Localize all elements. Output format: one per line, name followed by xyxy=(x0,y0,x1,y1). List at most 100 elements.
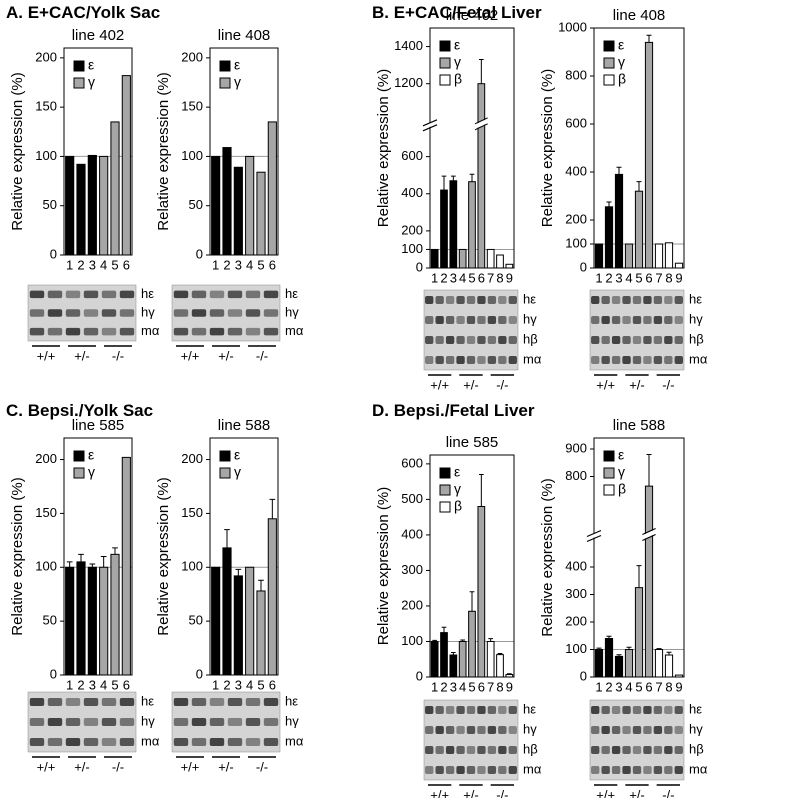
gel-band xyxy=(173,738,189,746)
plot-frame xyxy=(209,437,279,676)
y-tick-label: 600 xyxy=(401,148,423,163)
bar xyxy=(486,640,495,678)
gel-band xyxy=(477,296,486,304)
gel-label: mα xyxy=(285,733,304,748)
y-tick-label: 150 xyxy=(35,505,57,520)
error-bar xyxy=(646,454,652,487)
y-tick-label: 600 xyxy=(565,115,587,130)
error-bar xyxy=(488,638,494,642)
gel-band xyxy=(622,766,631,774)
genotype-label: +/+ xyxy=(181,348,200,363)
gel-band xyxy=(653,726,663,734)
y-tick-label: 50 xyxy=(189,613,203,628)
bar xyxy=(267,518,277,676)
gel-label: mα xyxy=(689,761,708,776)
x-tick-label: 4 xyxy=(100,257,107,272)
gel-band xyxy=(601,766,610,774)
bar xyxy=(594,649,604,678)
gel-band xyxy=(674,316,683,324)
x-tick-label: 5 xyxy=(257,677,264,692)
bar xyxy=(65,566,75,676)
y-axis-label: Relative expression (%) xyxy=(375,487,392,645)
gel-band xyxy=(674,706,683,714)
gel-band xyxy=(445,706,455,714)
bar xyxy=(496,654,504,678)
gel-band xyxy=(29,327,45,336)
legend-label: γ xyxy=(618,464,625,480)
gel-band xyxy=(643,356,652,364)
bar xyxy=(245,155,255,256)
y-tick-label: 200 xyxy=(401,222,423,237)
y-tick-label: 200 xyxy=(35,49,57,64)
x-tick-label: 6 xyxy=(478,679,485,694)
y-tick-label: 400 xyxy=(565,163,587,178)
gel-band xyxy=(456,746,465,754)
y-tick-label: 100 xyxy=(401,633,423,648)
genotype-label: -/- xyxy=(662,377,674,392)
bar xyxy=(211,155,221,256)
y-tick-label: 800 xyxy=(565,468,587,483)
x-tick-label: 6 xyxy=(269,257,276,272)
gel xyxy=(171,284,281,342)
y-tick-label: 0 xyxy=(196,246,203,261)
error-bar xyxy=(460,639,466,642)
gel-band xyxy=(664,336,673,344)
x-tick-label: 4 xyxy=(625,270,632,285)
y-tick-label: 100 xyxy=(565,235,587,250)
y-tick-label: 150 xyxy=(35,99,57,114)
x-tick-label: 1 xyxy=(431,270,438,285)
gel-band xyxy=(622,706,631,714)
gel-band xyxy=(245,718,261,726)
bar xyxy=(614,655,624,678)
gel-band xyxy=(47,698,63,706)
x-tick-label: 6 xyxy=(645,679,652,694)
y-tick-label: 200 xyxy=(35,451,57,466)
chart-title: line 585 xyxy=(446,434,499,451)
plot-frame xyxy=(63,437,133,676)
gel-label: mα xyxy=(285,323,304,338)
bar xyxy=(594,243,604,269)
legend-label: γ xyxy=(234,74,241,90)
bar xyxy=(674,262,684,269)
chart-title: line 408 xyxy=(218,27,271,44)
y-tick-label: 1200 xyxy=(394,75,423,90)
gel-band xyxy=(622,726,631,734)
gel-band xyxy=(47,738,63,746)
gel-band xyxy=(191,327,207,336)
bar xyxy=(430,248,439,269)
bar xyxy=(624,243,634,269)
y-tick-label: 50 xyxy=(43,613,57,628)
gel-band xyxy=(425,766,434,774)
gel-band xyxy=(101,327,117,336)
gel-band xyxy=(435,766,444,774)
error-bar xyxy=(66,561,73,568)
genotype-label: +/- xyxy=(218,759,234,774)
gel-band xyxy=(173,290,189,299)
error-bar xyxy=(450,651,456,655)
bar xyxy=(430,640,439,678)
gel-band xyxy=(653,706,663,714)
gel-band xyxy=(664,706,673,714)
gel-band xyxy=(209,738,225,746)
gel-band xyxy=(601,726,610,734)
y-tick-label: 400 xyxy=(565,558,587,573)
x-tick-label: 4 xyxy=(459,679,466,694)
gel-band xyxy=(466,356,476,364)
x-tick-label: 3 xyxy=(615,270,622,285)
gel-band xyxy=(622,296,631,304)
gel-band xyxy=(29,718,45,726)
gel-band xyxy=(477,746,486,754)
gel-label: hβ xyxy=(689,331,704,346)
x-tick-label: 3 xyxy=(89,677,96,692)
gel-band xyxy=(435,316,444,324)
gel-band xyxy=(477,356,486,364)
bar xyxy=(644,41,654,269)
x-tick-label: 2 xyxy=(605,679,612,694)
x-tick-label: 4 xyxy=(246,677,253,692)
legend-label: β xyxy=(454,71,462,87)
x-tick-label: 2 xyxy=(223,257,230,272)
gel-label: hε xyxy=(523,291,536,306)
y-tick-label: 0 xyxy=(50,666,57,681)
error-bar xyxy=(636,181,642,192)
gel-band xyxy=(119,738,135,746)
